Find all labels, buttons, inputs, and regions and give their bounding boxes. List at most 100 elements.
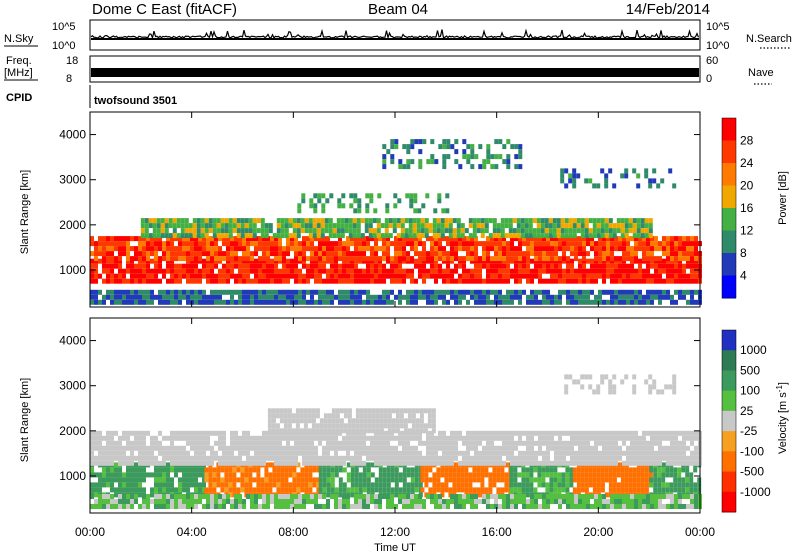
- heatmap-cell: [138, 263, 142, 269]
- heatmap-cell: [462, 289, 466, 295]
- heatmap-cell: [146, 445, 150, 451]
- heatmap-cell: [404, 218, 409, 224]
- heatmap-cell: [130, 294, 134, 300]
- heatmap-cell: [218, 251, 222, 257]
- heatmap-cell: [264, 233, 269, 239]
- heatmap-cell: [636, 233, 641, 239]
- heatmap-cell: [452, 467, 457, 473]
- heatmap-cell: [264, 467, 269, 473]
- heatmap-cell: [462, 499, 466, 504]
- heatmap-cell: [500, 467, 505, 473]
- heatmap-cell: [526, 430, 530, 436]
- heatmap-cell: [387, 413, 392, 419]
- heatmap-cell: [158, 494, 162, 499]
- heatmap-cell: [98, 494, 102, 499]
- heatmap-cell: [562, 273, 566, 279]
- heatmap-cell: [200, 228, 205, 234]
- heatmap-cell: [498, 154, 503, 160]
- heatmap-cell: [442, 268, 446, 274]
- heatmap-cell: [342, 241, 346, 247]
- heatmap-cell: [186, 251, 190, 257]
- heatmap-cell: [294, 278, 298, 284]
- heatmap-cell: [224, 467, 229, 473]
- heatmap-cell: [126, 472, 130, 478]
- heatmap-cell: [314, 455, 318, 461]
- heatmap-cell: [226, 299, 230, 305]
- heatmap-cell: [182, 450, 186, 456]
- heatmap-cell: [542, 251, 546, 257]
- heatmap-cell: [230, 251, 234, 257]
- heatmap-cell: [582, 445, 586, 451]
- heatmap-cell: [608, 228, 613, 234]
- heatmap-cell: [378, 256, 382, 262]
- heatmap-cell: [166, 477, 170, 483]
- heatmap-cell: [537, 477, 542, 483]
- heatmap-cell: [350, 467, 355, 473]
- heatmap-cell: [254, 299, 258, 305]
- heatmap-cell: [406, 482, 411, 488]
- heatmap-cell: [420, 233, 425, 239]
- heatmap-cell: [214, 440, 218, 446]
- heatmap-cell: [470, 246, 474, 252]
- heatmap-cell: [366, 299, 370, 305]
- heatmap-cell: [406, 460, 410, 466]
- heatmap-cell: [685, 472, 690, 478]
- heatmap-cell: [419, 418, 424, 424]
- heatmap-cell: [134, 273, 138, 279]
- heatmap-cell: [102, 268, 106, 274]
- heatmap-cell: [341, 203, 346, 209]
- heatmap-cell: [602, 299, 606, 305]
- heatmap-cell: [204, 218, 209, 224]
- heatmap-cell: [170, 477, 174, 483]
- heatmap-cell: [178, 289, 182, 295]
- heatmap-cell: [334, 258, 338, 264]
- heatmap-cell: [358, 494, 362, 499]
- heatmap-cell: [190, 430, 194, 436]
- heatmap-cell: [546, 236, 550, 242]
- heatmap-cell: [504, 223, 509, 229]
- heatmap-cell: [134, 294, 138, 300]
- heatmap-cell: [598, 294, 602, 300]
- heatmap-cell: [278, 278, 282, 284]
- heatmap-cell: [394, 467, 399, 473]
- heatmap-cell: [578, 435, 582, 441]
- heatmap-cell: [418, 263, 422, 269]
- heatmap-cell: [626, 504, 630, 509]
- heatmap-cell: [622, 246, 626, 252]
- heatmap-cell: [372, 233, 377, 239]
- heatmap-cell: [648, 374, 653, 380]
- heatmap-cell: [480, 218, 485, 224]
- heatmap-cell: [558, 273, 562, 279]
- heatmap-cell: [126, 294, 130, 300]
- heatmap-cell: [238, 241, 242, 247]
- heatmap-cell: [90, 455, 94, 461]
- heatmap-cell: [470, 294, 474, 300]
- heatmap-cell: [130, 460, 134, 466]
- heatmap-cell: [90, 460, 94, 466]
- heatmap-cell: [282, 460, 286, 466]
- heatmap-cell: [334, 273, 338, 279]
- heatmap-cell: [490, 455, 494, 461]
- heatmap-cell: [406, 236, 410, 242]
- heatmap-cell: [122, 494, 126, 499]
- heatmap-cell: [648, 183, 653, 189]
- heatmap-cell: [414, 445, 418, 451]
- heatmap-cell: [510, 294, 514, 300]
- heatmap-cell: [444, 477, 449, 483]
- heatmap-cell: [602, 499, 606, 504]
- heatmap-cell: [410, 289, 414, 295]
- heatmap-cell: [266, 435, 270, 441]
- heatmap-cell: [678, 499, 682, 504]
- heatmap-cell: [386, 149, 391, 155]
- heatmap-cell: [194, 256, 198, 262]
- heatmap-cell: [114, 499, 118, 504]
- heatmap-cell: [348, 233, 353, 239]
- heatmap-cell: [354, 487, 359, 493]
- heatmap-cell: [374, 278, 378, 284]
- heatmap-cell: [184, 233, 189, 239]
- heatmap-cell: [262, 494, 266, 499]
- heatmap-cell: [544, 233, 549, 239]
- heatmap-cell: [154, 435, 158, 441]
- heatmap-cell: [390, 289, 394, 295]
- heatmap-cell: [228, 472, 233, 478]
